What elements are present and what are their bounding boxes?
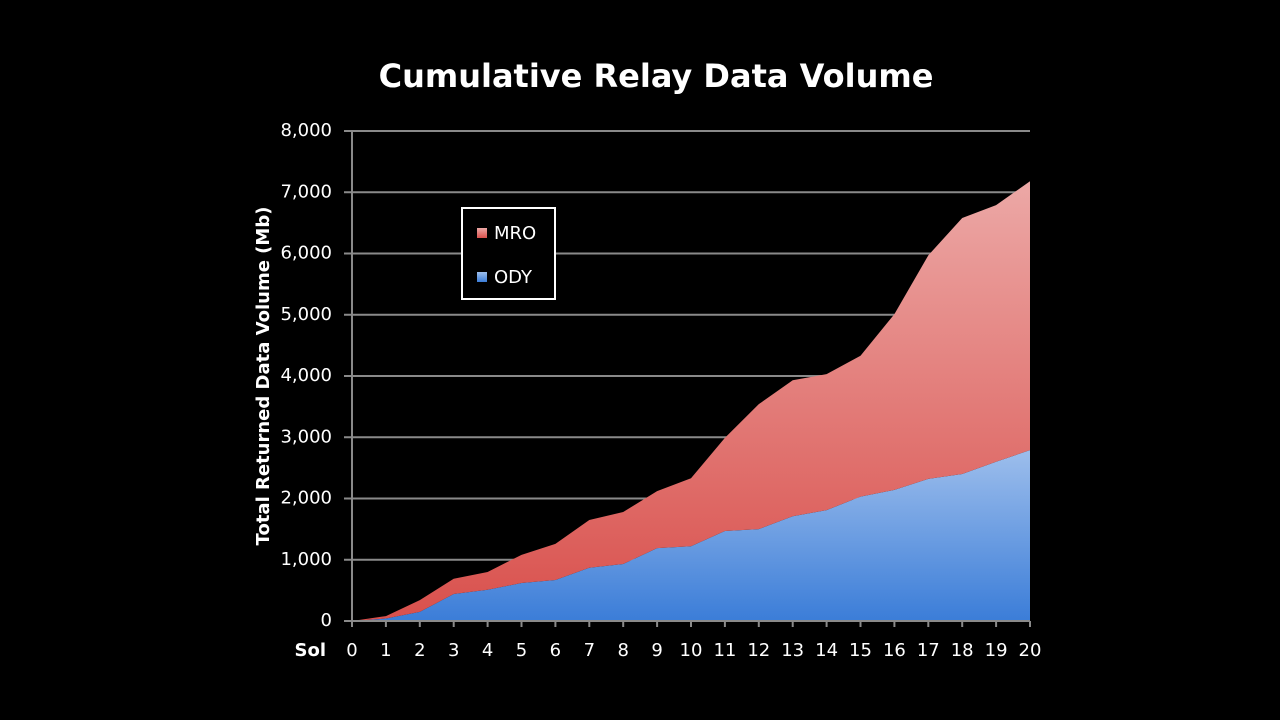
x-axis-title: Sol xyxy=(295,640,327,661)
y-axis-title: Total Returned Data Volume (Mb) xyxy=(253,207,274,546)
y-tick-label: 0 xyxy=(321,610,332,631)
x-tick-label: 6 xyxy=(550,640,561,661)
legend: MRO ODY xyxy=(461,207,556,300)
x-tick-label: 9 xyxy=(651,640,662,661)
chart-title: Cumulative Relay Data Volume xyxy=(379,57,934,95)
legend-label: ODY xyxy=(494,267,533,288)
area xyxy=(352,450,1030,621)
legend-swatch xyxy=(477,272,487,282)
y-tick-label: 3,000 xyxy=(280,426,332,447)
legend-label: MRO xyxy=(494,223,536,244)
x-tick-label: 4 xyxy=(482,640,493,661)
x-tick-label: 0 xyxy=(346,640,357,661)
y-tick-label: 5,000 xyxy=(280,304,332,325)
area xyxy=(352,181,1030,621)
x-tick-label: 2 xyxy=(414,640,425,661)
x-tick-label: 10 xyxy=(680,640,703,661)
y-tick-label: 4,000 xyxy=(280,365,332,386)
legend-swatch xyxy=(477,228,487,238)
x-tick-label: 18 xyxy=(951,640,974,661)
x-tick-label: 13 xyxy=(781,640,804,661)
x-tick-label: 20 xyxy=(1019,640,1042,661)
x-tick-label: 19 xyxy=(985,640,1008,661)
legend-box xyxy=(461,207,556,300)
x-tick-label: 16 xyxy=(883,640,906,661)
y-tick-label: 1,000 xyxy=(280,549,332,570)
x-tick-label: 8 xyxy=(617,640,628,661)
x-tick-label: 7 xyxy=(584,640,595,661)
y-tick-label: 8,000 xyxy=(280,120,332,141)
x-tick-label: 17 xyxy=(917,640,940,661)
x-tick-label: 1 xyxy=(380,640,391,661)
x-tick-label: 11 xyxy=(713,640,736,661)
x-tick-label: 15 xyxy=(849,640,872,661)
x-tick-label: 3 xyxy=(448,640,459,661)
y-tick-label: 2,000 xyxy=(280,488,332,509)
y-tick-label: 6,000 xyxy=(280,243,332,264)
y-tick-label: 7,000 xyxy=(280,181,332,202)
x-tick-label: 5 xyxy=(516,640,527,661)
x-tick-label: 14 xyxy=(815,640,838,661)
x-tick-label: 12 xyxy=(747,640,770,661)
